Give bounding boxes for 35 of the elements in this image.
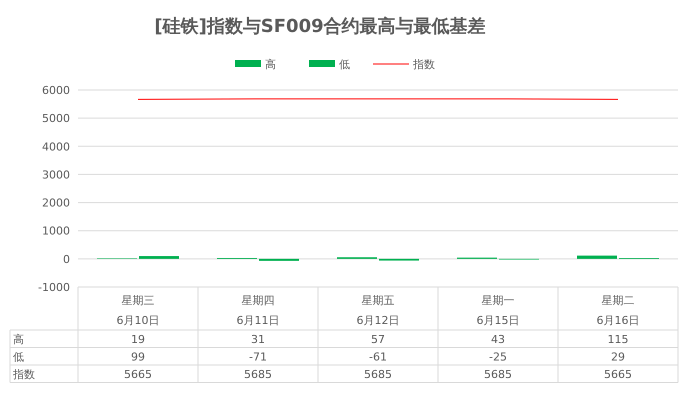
chart-title: [硅铁]指数与SF009合约最高与最低基差 bbox=[154, 16, 486, 37]
data-label: -25 bbox=[489, 350, 507, 364]
data-label: 99 bbox=[131, 350, 145, 364]
data-label: 115 bbox=[608, 333, 628, 346]
y-tick-label: 6000 bbox=[42, 84, 70, 97]
legend-label: 低 bbox=[339, 58, 350, 71]
data-label: 5685 bbox=[364, 368, 392, 381]
data-label: 29 bbox=[611, 350, 625, 364]
legend-label: 高 bbox=[265, 58, 276, 71]
y-tick-label: 2000 bbox=[42, 196, 70, 210]
data-label: -71 bbox=[249, 350, 267, 364]
y-tick-label: 5000 bbox=[42, 112, 70, 126]
text: 高 bbox=[13, 333, 24, 346]
x-tick-label: 星期二 6月16日 bbox=[596, 294, 640, 327]
y-tick-label: -1000 bbox=[38, 281, 70, 294]
data-label: 43 bbox=[491, 333, 505, 346]
x-tick-label: 星期五 6月12日 bbox=[356, 294, 400, 327]
data-label: 5685 bbox=[484, 368, 512, 381]
y-tick-label: 3000 bbox=[42, 168, 70, 182]
data-label: 19 bbox=[131, 333, 145, 346]
legend-label: 指数 bbox=[412, 58, 435, 71]
x-tick-label: 星期一 6月15日 bbox=[476, 294, 520, 327]
data-label: -61 bbox=[369, 350, 387, 364]
x-tick-label: 星期四 6月11日 bbox=[236, 294, 280, 327]
data-label: 5685 bbox=[244, 368, 272, 381]
data-label: 5665 bbox=[124, 368, 152, 381]
data-label: 5665 bbox=[604, 368, 632, 381]
y-tick-label: 1000 bbox=[42, 224, 70, 238]
data-label: 31 bbox=[251, 333, 265, 346]
y-tick-label: 4000 bbox=[42, 140, 70, 154]
data-label: 57 bbox=[371, 333, 385, 346]
text: 指数 bbox=[13, 368, 35, 381]
y-tick-label: 0 bbox=[63, 252, 70, 266]
text: 低 bbox=[13, 350, 24, 364]
x-tick-label: 星期三 6月10日 bbox=[116, 294, 160, 327]
